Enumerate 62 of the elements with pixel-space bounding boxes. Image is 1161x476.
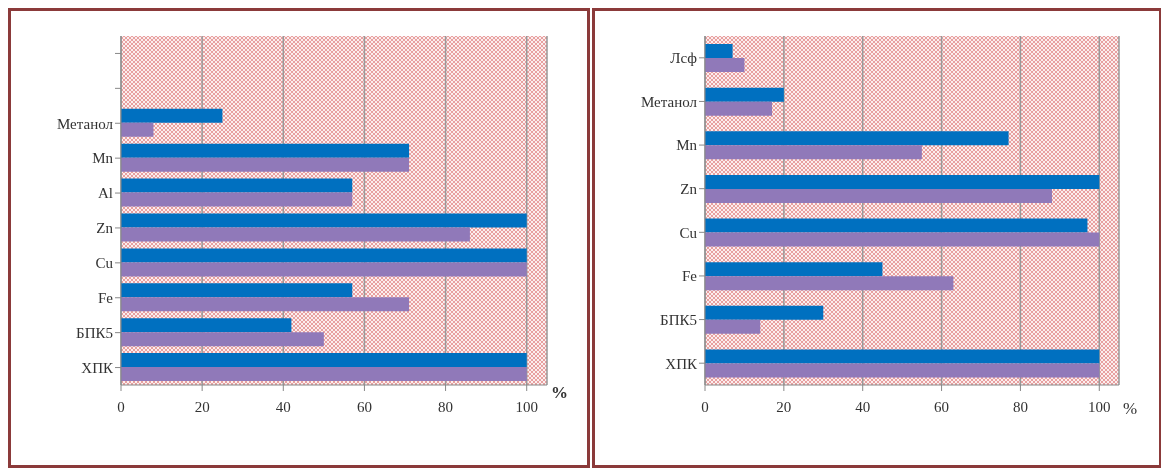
bar [705,131,1009,146]
bar [121,108,223,123]
y-tick-label: БПК5 [76,324,113,341]
bar [705,363,1100,378]
x-tick-label: 80 [438,398,454,415]
bar [705,319,761,334]
y-tick-label: Fe [682,268,698,285]
bar [705,188,1052,203]
bar [121,213,527,228]
bar [705,87,784,102]
bar [121,248,527,263]
y-tick-label: Al [98,185,113,202]
bar [121,353,527,368]
y-tick-label: БПК5 [660,311,697,328]
bar [705,58,745,72]
y-tick-label: Mn [92,150,114,167]
x-tick-label: 0 [701,398,709,415]
y-tick-label: Метанол [56,115,114,132]
y-tick-label: Zn [96,220,114,237]
bar [705,262,883,277]
bar [705,276,954,291]
x-tick-label: 60 [934,398,950,415]
bar [121,122,154,137]
y-tick-label: Cu [679,224,698,241]
x-tick-label: 20 [776,398,792,415]
x-tick-label: 100 [1088,398,1111,415]
bar [705,44,733,58]
bar [121,227,470,242]
x-tick-label: 80 [1012,398,1028,415]
bar [121,318,292,333]
x-tick-label: 20 [194,398,210,415]
bar [121,192,353,207]
bar [121,332,324,347]
y-tick-label: Cu [95,255,114,272]
bar [705,349,1100,364]
y-tick-label: Mn [676,137,698,154]
bar [121,262,527,277]
bar [705,305,824,320]
x-axis-title: % [1123,399,1138,419]
bar [121,283,353,298]
bar [705,145,922,160]
x-tick-label: 40 [275,398,291,415]
y-tick-label: Лсф [670,50,698,67]
bar [705,218,1088,233]
bar [705,101,773,116]
y-tick-label: ХПК [81,359,114,376]
bar [705,232,1100,247]
bar [121,143,410,158]
x-tick-label: 40 [855,398,871,415]
x-tick-label: 0 [117,398,125,415]
y-tick-label: Метанол [640,93,698,110]
bar [705,174,1100,189]
bar [121,178,353,193]
x-tick-label: 100 [515,398,538,415]
x-tick-label: 60 [356,398,372,415]
x-axis-title: % [551,383,568,403]
bar [121,157,410,172]
bar [121,367,527,382]
y-tick-label: Zn [680,181,698,198]
y-tick-label: ХПК [665,355,698,372]
y-tick-label: Fe [98,290,114,307]
bar [121,297,410,312]
